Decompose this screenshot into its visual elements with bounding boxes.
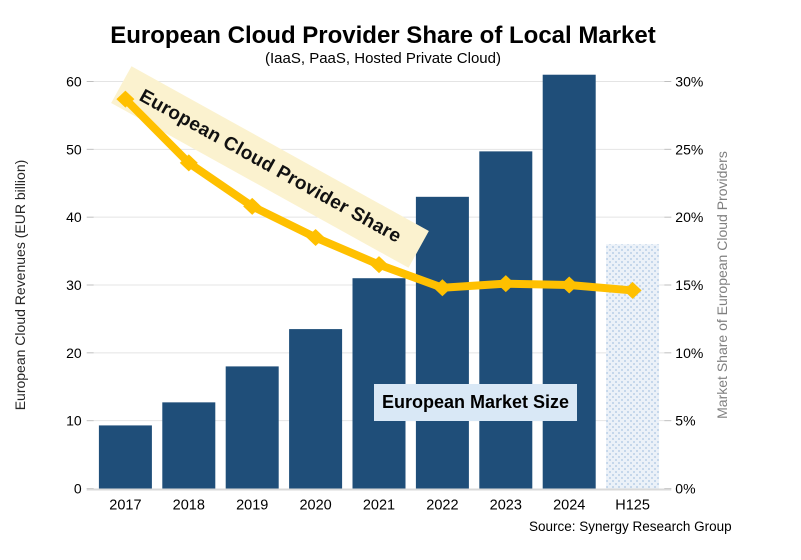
bar-H125 (606, 244, 660, 489)
share-line-marker (496, 275, 515, 293)
right-axis-tick-label: 0% (675, 481, 695, 497)
source-note: Source: Synergy Research Group (529, 519, 732, 534)
x-axis-label: 2017 (109, 498, 141, 514)
share-line-marker (116, 90, 135, 108)
x-axis-label: 2020 (299, 498, 331, 514)
left-axis-tick-label: 0 (74, 481, 82, 497)
x-axis-label: 2022 (426, 498, 458, 514)
x-axis-label: 2021 (363, 498, 395, 514)
x-axis-label: 2018 (173, 498, 205, 514)
left-axis-tick-label: 30 (66, 277, 82, 293)
right-axis-tick-label: 25% (675, 141, 703, 157)
bar-2020 (289, 329, 343, 489)
right-axis-tick-label: 20% (675, 209, 703, 225)
chart-subtitle: (IaaS, PaaS, Hosted Private Cloud) (265, 50, 501, 67)
left-axis-tick-label: 20 (66, 345, 82, 361)
left-axis-tick-label: 50 (66, 141, 82, 157)
bar-2018 (162, 402, 216, 489)
share-line-marker (623, 281, 642, 299)
left-axis-title: European Cloud Revenues (EUR billion) (12, 159, 28, 411)
share-line-marker (433, 279, 452, 297)
right-axis-tick-label: 30% (675, 74, 703, 90)
share-line-marker (370, 256, 388, 274)
x-axis-label: H125 (615, 498, 650, 514)
x-axis-label: 2024 (553, 498, 585, 514)
left-axis-tick-label: 60 (66, 74, 82, 90)
share-line-marker (179, 154, 198, 172)
bar-2023 (479, 151, 533, 489)
left-axis-tick-label: 10 (66, 413, 82, 429)
share-line-marker (243, 197, 262, 215)
right-axis-title: Market Share of European Cloud Providers (714, 151, 730, 419)
bar-2017 (98, 425, 152, 489)
line-series-callout-band (111, 66, 429, 268)
right-axis-tick-label: 15% (675, 277, 703, 293)
left-axis-tick-label: 40 (66, 209, 82, 225)
x-axis-label: 2023 (490, 498, 522, 514)
right-axis-tick-label: 10% (675, 345, 703, 361)
share-line-marker (560, 276, 579, 294)
right-axis-tick-label: 5% (675, 413, 695, 429)
bar-series-label: European Market Size (374, 384, 577, 421)
x-axis-label: 2019 (236, 498, 268, 514)
share-line-marker (306, 229, 325, 247)
bar-2019 (225, 366, 279, 489)
bar-2021 (352, 278, 406, 489)
bar-2022 (415, 196, 469, 489)
chart-title: European Cloud Provider Share of Local M… (110, 22, 656, 49)
